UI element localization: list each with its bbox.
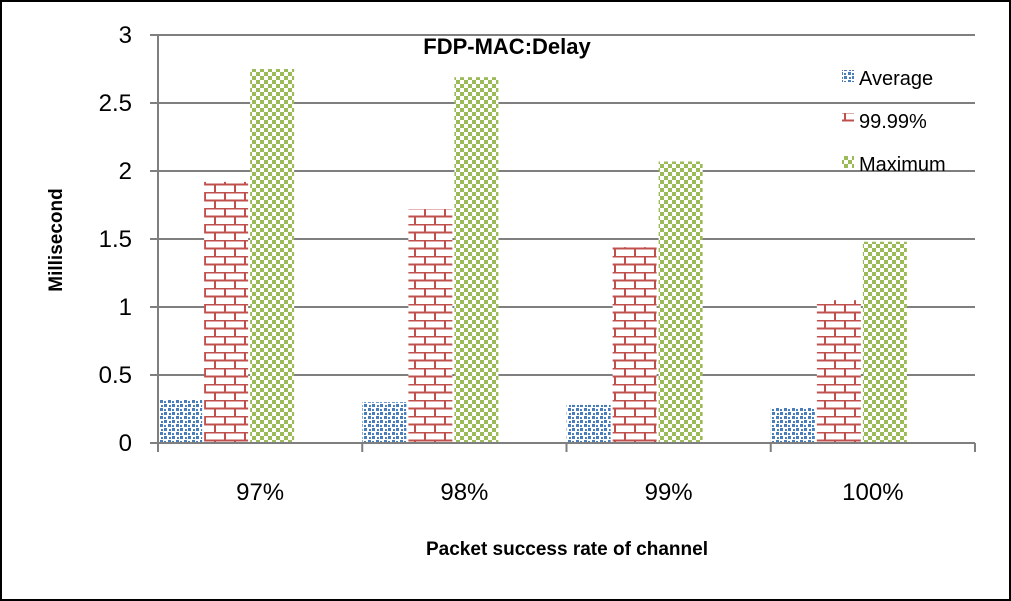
y-tick-label: 0.5 [99,362,132,389]
y-tick-label: 2.5 [99,90,132,117]
x-axis-title: Packet success rate of channel [426,539,708,560]
y-tick-label: 1.5 [99,226,132,253]
bar-maximum [250,69,295,443]
y-tick-label: 2 [119,158,132,185]
x-tick-label: 100% [842,479,903,506]
y-tick-label: 0 [119,430,132,457]
chart-title: FDP-MAC:Delay [423,34,591,59]
y-axis-title: Millisecond [46,188,67,291]
legend-swatch-maximum [842,156,854,168]
bar-average [362,402,407,443]
legend-label-average: Average [859,68,933,90]
bar-average [158,399,203,443]
bar-99-99 [204,181,249,443]
bar-maximum [862,241,907,443]
y-tick-label: 3 [119,22,132,49]
bar-average [566,404,611,443]
bar-maximum [658,161,703,444]
x-tick-label: 99% [645,479,693,506]
x-tick-label: 98% [440,479,488,506]
axes: 0 0.5 1 1.5 2 2.5 3 97% 98% 99% 100% [99,22,976,506]
bar-99-99 [408,209,453,443]
legend-swatch-99-99 [842,113,854,125]
bar-99-99 [612,247,657,443]
legend-swatch-average [842,70,854,82]
legend: Average 99.99% Maximum [842,68,946,176]
x-tick-label: 97% [236,479,284,506]
legend-label-maximum: Maximum [859,154,946,176]
bar-average [770,407,815,443]
bars [158,69,907,444]
legend-label-99-99: 99.99% [859,111,927,133]
bar-maximum [454,77,499,443]
bar-99-99 [816,300,861,443]
y-tick-label: 1 [119,294,132,321]
